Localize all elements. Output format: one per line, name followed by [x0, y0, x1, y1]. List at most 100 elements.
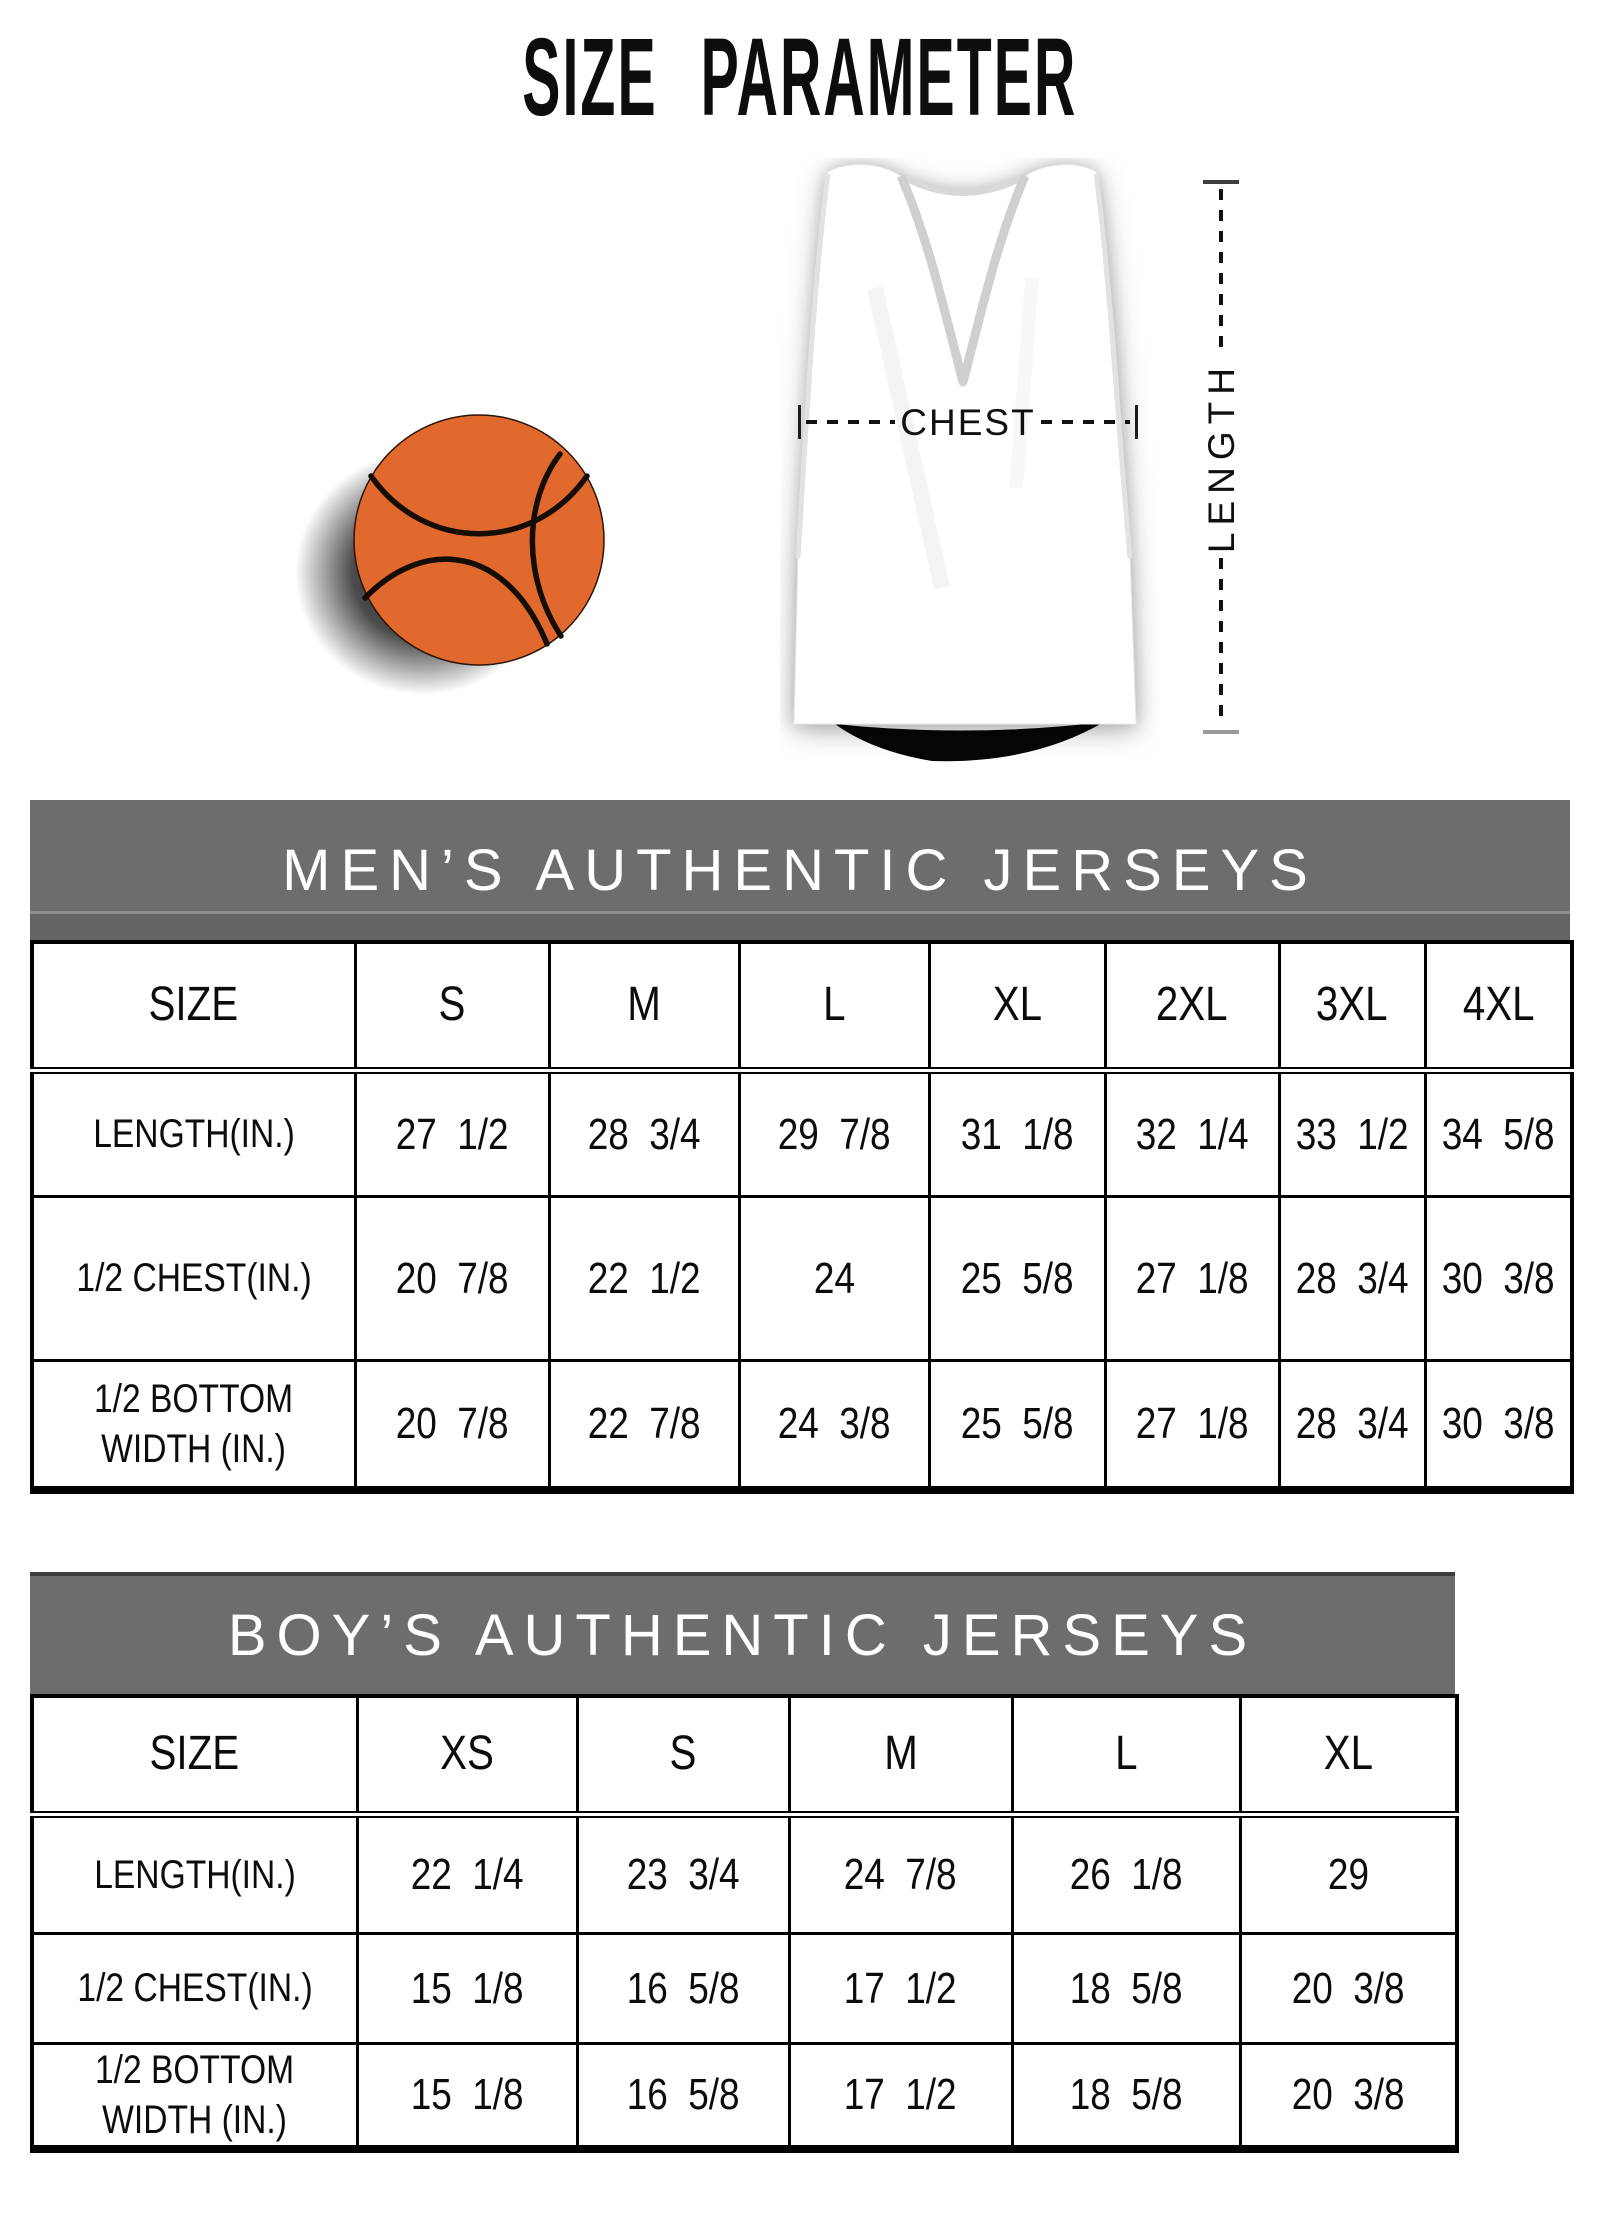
- basketball-seams: [362, 451, 590, 647]
- table-row: 1/2 BOTTOM WIDTH (IN.) 20 7/8 22 7/8 24 …: [30, 1358, 1574, 1492]
- value-cell: 20 3/8: [1238, 1931, 1459, 2045]
- chest-label: CHEST: [900, 401, 1036, 443]
- column-header: S: [353, 940, 551, 1074]
- row-label: LENGTH(IN.): [93, 1852, 296, 1897]
- value-cell: 22 1/2: [547, 1194, 741, 1362]
- column-header-label: XS: [440, 1727, 494, 1781]
- cell-value: 17 1/2: [844, 2070, 957, 2119]
- value-cell: 25 5/8: [927, 1194, 1107, 1362]
- value-cell: 18 5/8: [1010, 2041, 1242, 2150]
- cell-value: 33 1/2: [1295, 1109, 1409, 1159]
- value-cell: 18 5/8: [1010, 1931, 1242, 2045]
- table-row: 1/2 BOTTOM WIDTH (IN.) 15 1/8 16 5/8 17 …: [30, 2041, 1459, 2150]
- cell-value: 22 7/8: [587, 1399, 701, 1449]
- column-header-label: L: [1114, 1727, 1138, 1781]
- column-header: XS: [355, 1694, 579, 1818]
- row-label-cell: 1/2 BOTTOM WIDTH (IN.): [30, 2041, 359, 2150]
- cell-value: 17 1/2: [844, 1963, 957, 2013]
- cell-value: 28 3/4: [587, 1109, 701, 1159]
- mens-table-header-band: MEN’S AUTHENTIC JERSEYS: [30, 800, 1570, 940]
- value-cell: 29 7/8: [737, 1068, 931, 1198]
- cell-value: 26 1/8: [1069, 1850, 1183, 1899]
- column-header-label: XL: [992, 978, 1042, 1032]
- boys-table-header-band: BOY’S AUTHENTIC JERSEYS: [30, 1572, 1455, 1694]
- mens-size-table: SIZE S M L XL 2XL 3XL 4XL LENGTH(IN.) 27…: [30, 940, 1574, 1494]
- column-header-label: M: [627, 978, 661, 1032]
- boys-table-section: BOY’S AUTHENTIC JERSEYS SIZE XS S M L XL…: [30, 1572, 1459, 2153]
- column-header: L: [737, 940, 931, 1074]
- row-label: 1/2 CHEST(IN.): [76, 1256, 312, 1300]
- table-row: 1/2 CHEST(IN.) 20 7/8 22 1/2 24 25 5/8 2…: [30, 1194, 1574, 1362]
- cell-value: 15 1/8: [410, 2070, 524, 2119]
- column-header-label: M: [883, 1727, 918, 1781]
- length-dashed-line-top: [1219, 189, 1223, 356]
- jersey-illustration: [793, 164, 1137, 762]
- length-label: LENGTH: [1200, 360, 1242, 554]
- column-header: XL: [1238, 1694, 1459, 1818]
- column-header: L: [1010, 1694, 1242, 1818]
- cell-value: 25 5/8: [960, 1253, 1074, 1303]
- chest-dashed-line-left: [806, 420, 896, 424]
- value-cell: 33 1/2: [1277, 1068, 1427, 1198]
- column-header-label: S: [669, 1727, 697, 1781]
- chest-dashed-line-right: [1040, 420, 1130, 424]
- page-title-wrap: SIZE PARAMETER: [0, 20, 1600, 136]
- cell-value: 20 7/8: [395, 1399, 509, 1449]
- cell-value: 28 3/4: [1295, 1399, 1409, 1449]
- size-header-cell: SIZE: [30, 1694, 359, 1818]
- cell-value: 27 1/2: [395, 1109, 509, 1159]
- row-label-cell: 1/2 CHEST(IN.): [30, 1931, 359, 2045]
- boys-size-table: SIZE XS S M L XL LENGTH(IN.) 22 1/4 23 3…: [30, 1694, 1459, 2153]
- measure-tick-bottom-icon: [1203, 730, 1239, 735]
- cell-value: 24 7/8: [844, 1850, 957, 1899]
- boys-table-title: BOY’S AUTHENTIC JERSEYS: [227, 1602, 1258, 1668]
- cell-value: 20 3/8: [1291, 2070, 1405, 2119]
- measure-tick-top-icon: [1203, 180, 1239, 184]
- cell-value: 32 1/4: [1135, 1109, 1249, 1159]
- value-cell: 20 7/8: [353, 1358, 551, 1492]
- row-label: 1/2 BOTTOM WIDTH (IN.): [94, 1376, 294, 1471]
- value-cell: 25 5/8: [927, 1358, 1107, 1492]
- row-label: 1/2 CHEST(IN.): [77, 1966, 313, 2010]
- jersey-body: [793, 164, 1137, 725]
- length-measure-line: LENGTH: [1198, 180, 1244, 735]
- value-cell: 17 1/2: [787, 2041, 1014, 2150]
- jersey-shading: [795, 173, 1133, 590]
- cell-value: 20 3/8: [1291, 1963, 1405, 2013]
- cell-value: 16 5/8: [626, 2070, 740, 2119]
- value-cell: 23 3/4: [575, 1812, 791, 1935]
- row-label-cell: 1/2 BOTTOM WIDTH (IN.): [30, 1358, 357, 1492]
- size-header-label: SIZE: [148, 978, 239, 1032]
- chest-measure-line: CHEST: [798, 401, 1138, 443]
- value-cell: 28 3/4: [547, 1068, 741, 1198]
- value-cell: 30 3/8: [1423, 1194, 1574, 1362]
- value-cell: 34 5/8: [1423, 1068, 1574, 1198]
- jersey-hem-shadow: [835, 722, 1104, 762]
- mens-size-header-row: SIZE S M L XL 2XL 3XL 4XL: [30, 940, 1574, 1074]
- basketball-image: [295, 414, 605, 695]
- cell-value: 25 5/8: [960, 1399, 1074, 1449]
- table-row: LENGTH(IN.) 27 1/2 28 3/4 29 7/8 31 1/8 …: [30, 1068, 1574, 1198]
- column-header: XL: [927, 940, 1107, 1074]
- table-row: LENGTH(IN.) 22 1/4 23 3/4 24 7/8 26 1/8 …: [30, 1812, 1459, 1935]
- cell-value: 30 3/8: [1441, 1253, 1555, 1303]
- cell-value: 29 7/8: [777, 1109, 891, 1159]
- boys-size-header-row: SIZE XS S M L XL: [30, 1694, 1459, 1818]
- cell-value: 16 5/8: [626, 1963, 740, 2013]
- value-cell: 26 1/8: [1010, 1812, 1242, 1935]
- value-cell: 28 3/4: [1277, 1358, 1427, 1492]
- cell-value: 20 7/8: [395, 1253, 509, 1303]
- value-cell: 27 1/2: [353, 1068, 551, 1198]
- length-dashed-line-bottom: [1219, 558, 1223, 726]
- measure-tick-right-icon: [1135, 405, 1138, 439]
- mens-table-title: MEN’S AUTHENTIC JERSEYS: [282, 837, 1318, 903]
- row-label-cell: LENGTH(IN.): [30, 1068, 357, 1198]
- cell-value: 30 3/8: [1441, 1399, 1555, 1449]
- cell-value: 34 5/8: [1441, 1109, 1555, 1159]
- value-cell: 16 5/8: [575, 1931, 791, 2045]
- value-cell: 27 1/8: [1103, 1194, 1281, 1362]
- cell-value: 29: [1327, 1850, 1369, 1899]
- cell-value: 23 3/4: [626, 1850, 740, 1899]
- cell-value: 18 5/8: [1069, 2070, 1183, 2119]
